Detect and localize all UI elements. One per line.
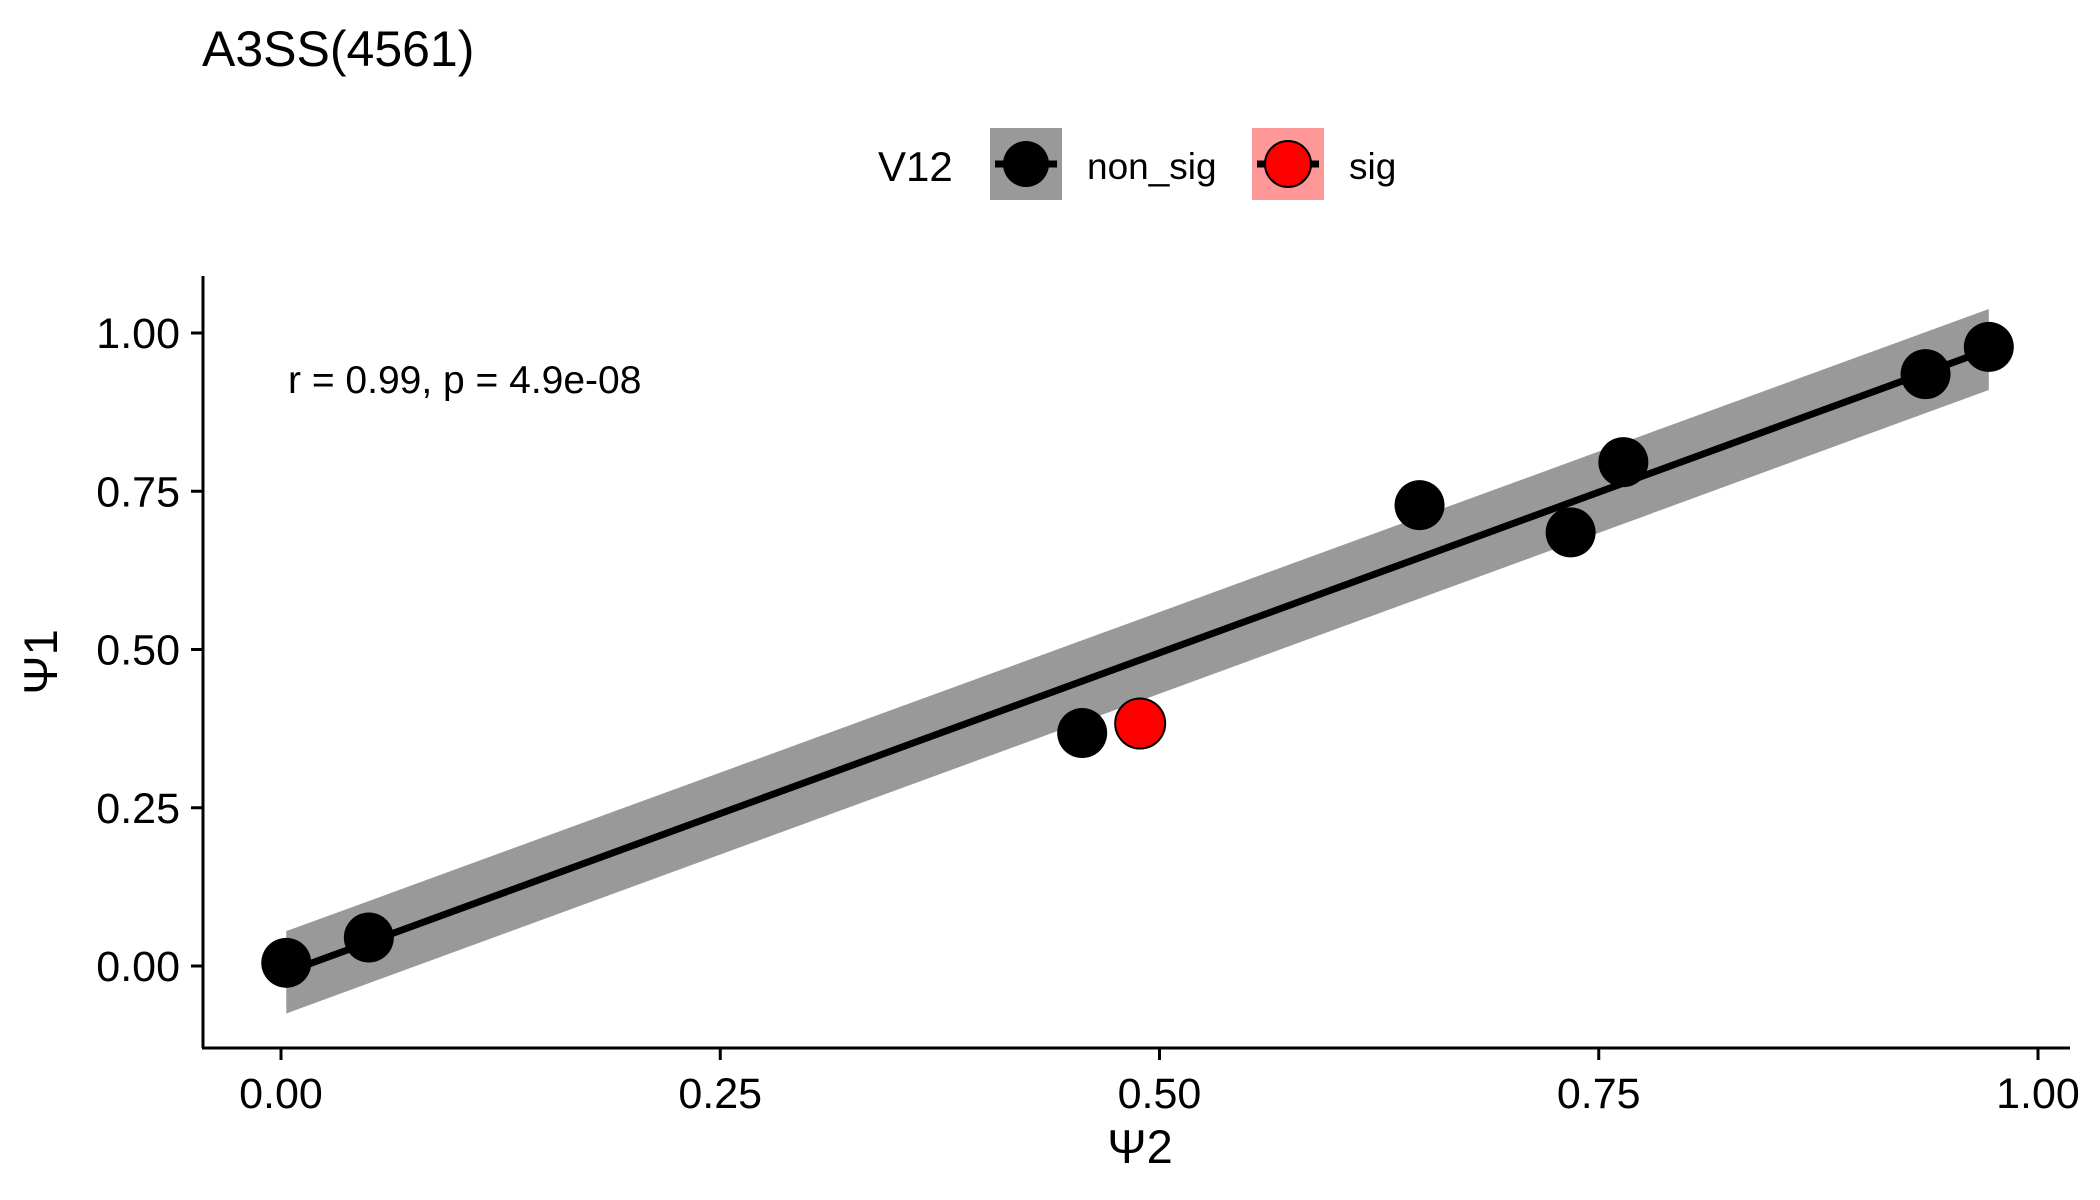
x-tick-label: 0.00 [239, 1070, 323, 1118]
y-tick-label: 1.00 [96, 310, 180, 358]
data-point-non-sig [1598, 437, 1649, 488]
legend-label-sig: sig [1349, 146, 1396, 187]
y-tick-label: 0.00 [96, 943, 180, 991]
correlation-annotation: r = 0.99, p = 4.9e-08 [288, 359, 641, 402]
x-tick-label: 0.50 [1118, 1070, 1202, 1118]
regression-line [285, 346, 1991, 976]
y-tick-label: 0.50 [96, 627, 180, 675]
data-points-layer [261, 321, 2014, 988]
data-point-non-sig [1057, 708, 1108, 759]
y-axis-title: Ψ1 [14, 629, 67, 694]
data-point-non-sig [1394, 480, 1445, 531]
x-axis-title: Ψ2 [1107, 1120, 1172, 1173]
x-tick-label: 0.25 [678, 1070, 762, 1118]
data-point-non-sig [1545, 507, 1596, 558]
chart-title: A3SS(4561) [202, 21, 474, 77]
x-tick-label: 1.00 [1996, 1070, 2080, 1118]
regression-line-layer [285, 346, 1991, 976]
data-point-non-sig [1900, 349, 1951, 400]
x-tick-label: 0.75 [1557, 1070, 1641, 1118]
legend-point-sig [1264, 140, 1312, 188]
legend-label-non-sig: non_sig [1087, 146, 1217, 187]
legend-title: V12 [878, 143, 953, 190]
data-point-non-sig [343, 912, 394, 963]
data-point-sig [1114, 697, 1167, 750]
y-axis-ticks: 0.00 0.25 0.50 0.75 1.00 [96, 310, 203, 991]
data-point-non-sig [1963, 321, 2014, 372]
x-axis-ticks: 0.00 0.25 0.50 0.75 1.00 [239, 1048, 2080, 1118]
y-tick-label: 0.25 [96, 785, 180, 833]
data-point-non-sig [261, 937, 312, 988]
legend: V12 non_sig sig [878, 128, 1396, 200]
legend-point-non-sig [1003, 141, 1049, 187]
y-tick-label: 0.75 [96, 468, 180, 516]
